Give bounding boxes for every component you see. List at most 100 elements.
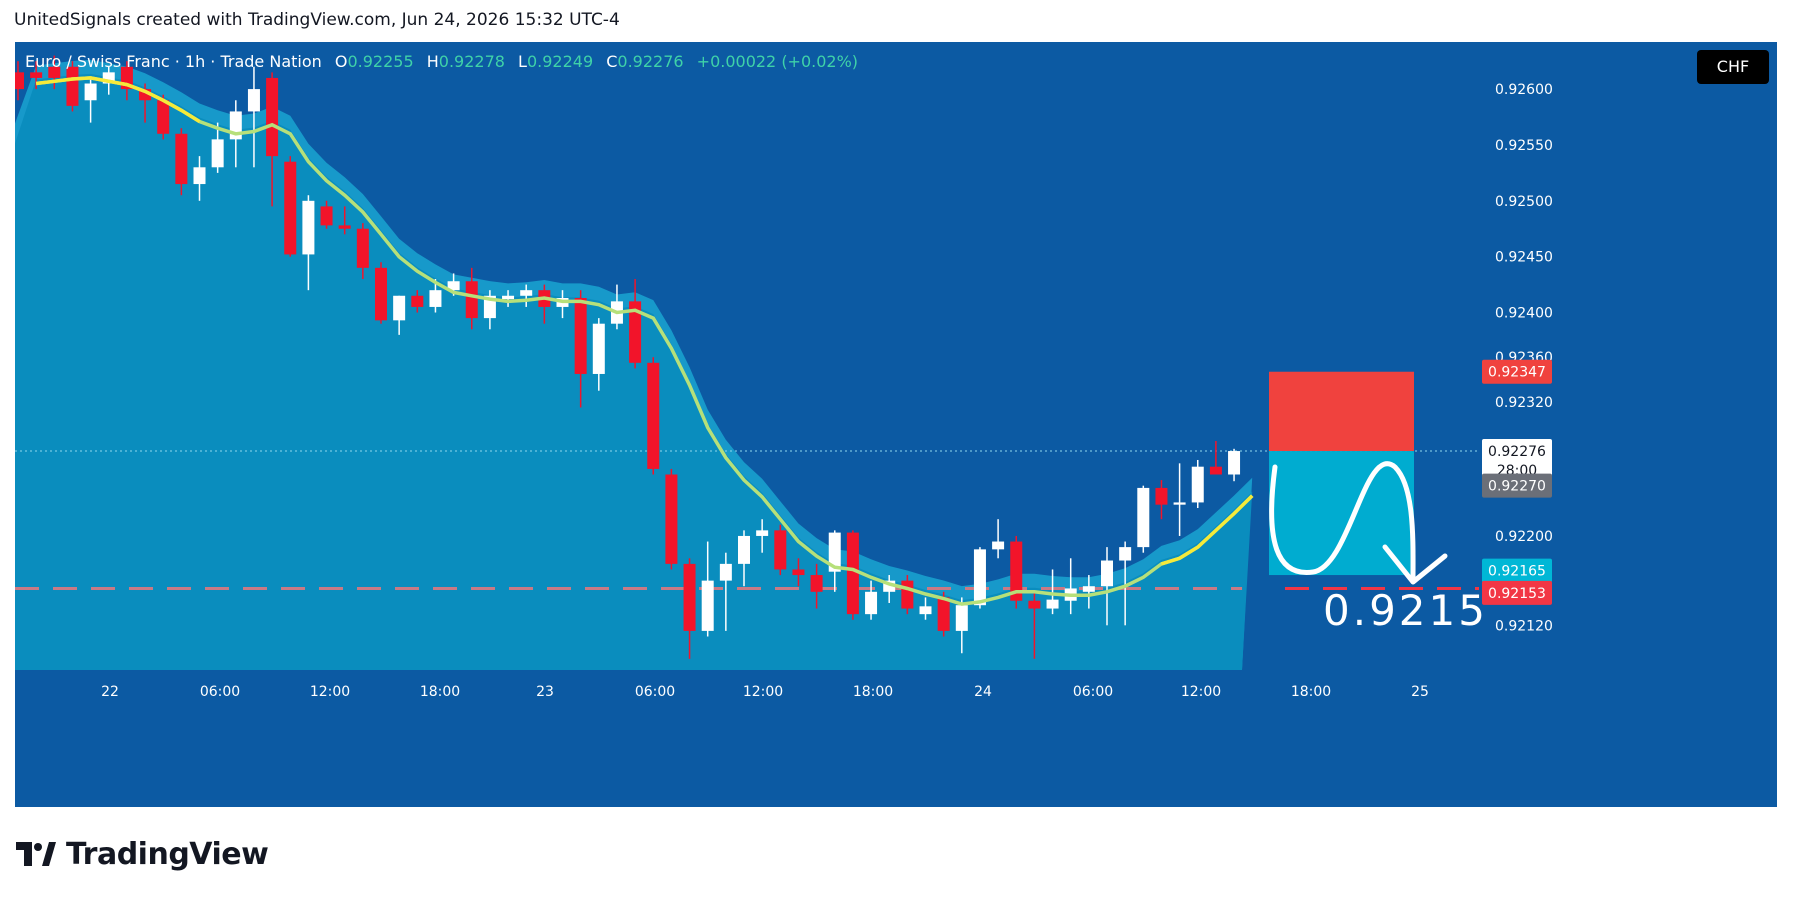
candle-body bbox=[157, 100, 170, 134]
currency-button[interactable]: CHF bbox=[1697, 50, 1769, 84]
candle-body bbox=[701, 580, 714, 631]
y-axis-tick-label: 0.92200 bbox=[1495, 529, 1553, 545]
moving-average-line-end bbox=[1160, 494, 1254, 566]
candle-body bbox=[211, 139, 224, 168]
price-chart[interactable]: 0.9215 22 06:00 12:00 18:00 23 06:00 12:00 18:00… bbox=[15, 42, 1777, 807]
stop-price-tag-bg bbox=[1482, 359, 1552, 384]
candle-body bbox=[846, 532, 859, 615]
open-value: 0.92255 bbox=[347, 52, 414, 71]
candle-body bbox=[1082, 586, 1095, 592]
y-axis-tick-label: 0.92320 bbox=[1495, 395, 1553, 411]
high-value: 0.92278 bbox=[438, 52, 505, 71]
candle-body bbox=[756, 530, 769, 536]
x-axis-tick-label: 06:00 bbox=[200, 684, 240, 700]
candle-body bbox=[502, 295, 515, 300]
candle-body bbox=[193, 167, 206, 185]
candle-body bbox=[284, 161, 297, 255]
x-axis-tick-label: 18:00 bbox=[1291, 684, 1331, 700]
y-axis-tick-label: 0.92600 bbox=[1495, 82, 1553, 98]
candle-body bbox=[683, 563, 696, 631]
x-axis-tick-label: 18:00 bbox=[420, 684, 460, 700]
candle-body bbox=[356, 228, 369, 268]
target-price-tag: 0.92153 bbox=[1488, 586, 1546, 602]
y-axis-tick-label: 0.92400 bbox=[1495, 306, 1553, 322]
moving-average-line bbox=[35, 76, 1254, 606]
candle-body bbox=[483, 295, 496, 319]
stop-loss-zone bbox=[1269, 371, 1414, 452]
candle-body bbox=[937, 597, 950, 631]
x-axis-tick-label: 23 bbox=[536, 684, 554, 700]
candle-body bbox=[828, 532, 841, 572]
tradingview-logo[interactable]: TradingView bbox=[16, 836, 269, 872]
prev-close-tag: 0.92270 bbox=[1488, 479, 1546, 495]
candle-body bbox=[1228, 451, 1241, 475]
candle-body bbox=[1209, 466, 1222, 475]
candle-body bbox=[15, 72, 24, 90]
candle-body bbox=[973, 549, 986, 606]
candle-body bbox=[447, 281, 460, 291]
candle-body bbox=[84, 83, 97, 101]
candle-body bbox=[30, 72, 43, 78]
candle-body bbox=[774, 530, 787, 570]
last-price-tag: 0.92276 bbox=[1488, 444, 1546, 460]
y-axis-tick-label: 0.92550 bbox=[1495, 138, 1553, 154]
last-price-tag-bg bbox=[1482, 439, 1552, 482]
high-label: H bbox=[426, 52, 439, 71]
candle-body bbox=[629, 301, 642, 363]
moving-average-line-start bbox=[35, 76, 201, 123]
x-axis-tick-label: 12:00 bbox=[310, 684, 350, 700]
candle-body bbox=[1191, 466, 1204, 503]
target-annotation: 0.9215 bbox=[1323, 586, 1488, 635]
candle-body bbox=[992, 541, 1005, 550]
entry-price-tag-bg bbox=[1482, 558, 1552, 583]
change-value: +0.00022 (+0.02%) bbox=[696, 52, 859, 71]
candle-body bbox=[1010, 541, 1023, 601]
candle-body bbox=[810, 575, 823, 592]
brand-name: TradingView bbox=[66, 836, 269, 872]
y-axis-tick-label: 0.92450 bbox=[1495, 250, 1553, 266]
tradingview-mark-icon bbox=[16, 842, 56, 866]
candle-body bbox=[919, 606, 932, 615]
y-axis-tick-label: 0.92500 bbox=[1495, 194, 1553, 210]
candle-body bbox=[574, 298, 587, 374]
candle-body bbox=[955, 605, 968, 631]
x-axis-tick-label: 18:00 bbox=[853, 684, 893, 700]
candle-body bbox=[738, 535, 750, 564]
x-axis-tick-label: 12:00 bbox=[743, 684, 783, 700]
candle-body bbox=[1101, 560, 1113, 587]
candle-body bbox=[1028, 600, 1041, 609]
symbol-label[interactable]: Euro / Swiss Franc · 1h · Trade Nation bbox=[25, 52, 322, 71]
open-label: O bbox=[334, 52, 348, 71]
candle-body bbox=[411, 295, 424, 307]
x-axis-tick-label: 06:00 bbox=[635, 684, 675, 700]
candle-body bbox=[102, 72, 115, 84]
candle-body bbox=[883, 580, 896, 592]
chart-area[interactable]: Euro / Swiss Franc · 1h · Trade Nation O… bbox=[15, 42, 1777, 807]
candle-body bbox=[302, 200, 315, 255]
candle-body bbox=[48, 66, 61, 78]
candle-body bbox=[393, 295, 406, 321]
prev-close-tag-bg bbox=[1482, 473, 1552, 498]
entry-price-tag: 0.92165 bbox=[1488, 564, 1546, 580]
y-axis-tick-label: 0.92120 bbox=[1495, 618, 1553, 634]
low-label: L bbox=[518, 52, 527, 71]
candle-body bbox=[266, 77, 279, 157]
candle-body bbox=[1046, 599, 1059, 609]
candle-body bbox=[1173, 502, 1186, 505]
low-value: 0.92249 bbox=[526, 52, 594, 71]
candle-body bbox=[247, 89, 260, 112]
candle-body bbox=[665, 474, 678, 564]
candle-body bbox=[66, 66, 79, 106]
candle-body bbox=[175, 133, 188, 185]
candle-body bbox=[520, 290, 533, 296]
candle-body bbox=[375, 267, 387, 321]
candle-body bbox=[320, 206, 333, 226]
stop-price-tag: 0.92347 bbox=[1488, 365, 1546, 381]
x-axis-tick-label: 06:00 bbox=[1073, 684, 1113, 700]
candle-body bbox=[465, 281, 478, 319]
close-label: C bbox=[606, 52, 618, 71]
forecast-arrow-drawing bbox=[1269, 461, 1448, 585]
candle-body bbox=[901, 580, 914, 609]
ohlc-legend: Euro / Swiss Franc · 1h · Trade Nation O… bbox=[25, 52, 858, 71]
candle-body bbox=[792, 569, 805, 576]
